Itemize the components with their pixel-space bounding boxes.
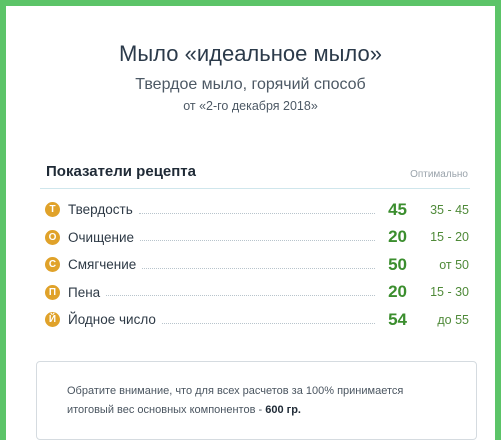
indicator-label: Твердость (68, 202, 133, 218)
calculation-note: Обратите внимание, что для всех расчетов… (36, 361, 477, 440)
indicator-label: Йодное число (68, 312, 156, 328)
note-line-2-text: итоговый вес основных компонентов - (67, 404, 266, 416)
optimal-column-label: Оптимально (410, 169, 468, 180)
dotted-leader (142, 267, 375, 269)
recipe-subtitle: Твердое мыло, горячий способ (135, 76, 366, 93)
cleansing-badge-icon: О (45, 229, 60, 245)
indicator-value: 20 (388, 282, 407, 302)
iodine-badge-icon: Й (45, 312, 60, 328)
indicator-row-lather: П Пена 20 15 - 30 (40, 279, 470, 307)
indicator-optimal-range: 15 - 30 (430, 285, 469, 300)
note-line-2: итоговый вес основных компонентов - 600 … (67, 401, 476, 420)
indicator-value: 50 (388, 254, 407, 274)
dotted-leader (106, 294, 375, 297)
note-line-1: Обратите внимание, что для всех расчетов… (67, 385, 404, 397)
indicator-optimal-range: до 55 (437, 312, 469, 327)
note-total-weight: 600 гр. (265, 404, 301, 416)
indicator-optimal-range: от 50 (439, 257, 469, 272)
indicator-value: 45 (388, 199, 407, 219)
dotted-leader (161, 322, 375, 324)
recipe-title: Мыло «идеальное мыло» (119, 41, 382, 66)
indicator-row-iodine: Й Йодное число 54 до 55 (40, 306, 470, 334)
lather-badge-icon: П (45, 284, 60, 300)
recipe-header: Мыло «идеальное мыло» Твердое мыло, горя… (6, 6, 495, 114)
indicators-title: Показатели рецепта (46, 163, 196, 180)
dotted-leader (138, 212, 375, 214)
indicator-row-hardness: Т Твердость 45 35 - 45 (40, 196, 470, 224)
indicator-list: Т Твердость 45 35 - 45 О Очищение 20 15 … (40, 196, 470, 334)
indicator-label: Пена (68, 284, 101, 300)
conditioning-badge-icon: С (45, 257, 60, 273)
hardness-badge-icon: Т (45, 202, 60, 218)
indicator-row-conditioning: С Смягчение 50 от 50 (40, 251, 470, 279)
dotted-leader (140, 239, 375, 242)
indicators-header: Показатели рецепта Оптимально (40, 163, 470, 189)
recipe-date: от «2-го декабря 2018» (183, 99, 318, 113)
indicator-value: 20 (388, 227, 407, 247)
indicator-label: Очищение (68, 229, 135, 245)
recipe-indicators: Показатели рецепта Оптимально Т Твердост… (40, 163, 470, 334)
indicator-value: 54 (388, 309, 407, 329)
indicator-optimal-range: 15 - 20 (430, 230, 469, 245)
indicator-row-cleansing: О Очищение 20 15 - 20 (40, 224, 470, 252)
indicator-optimal-range: 35 - 45 (430, 202, 469, 217)
indicator-label: Смягчение (68, 257, 137, 273)
